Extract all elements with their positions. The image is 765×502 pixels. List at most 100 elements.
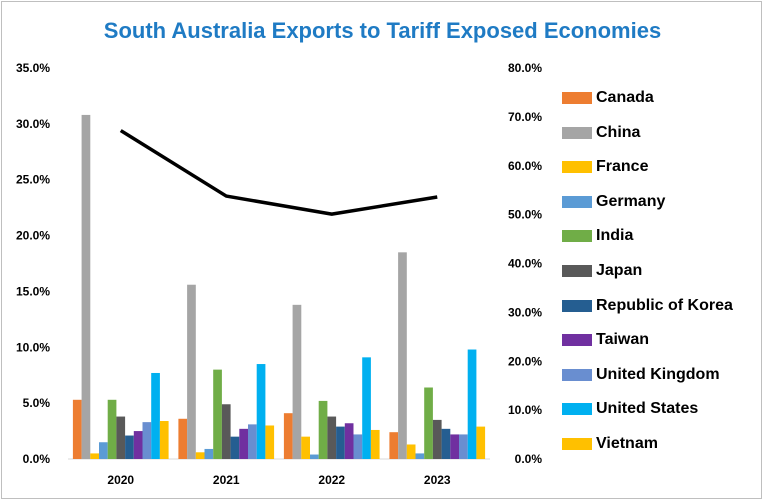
legend-item: India (562, 226, 633, 246)
legend-item: Vietnam (562, 434, 658, 454)
legend-swatch (562, 438, 592, 450)
x-tick-label: 2023 (424, 473, 451, 487)
bar-germany-2020 (99, 442, 108, 459)
legend-item: United States (562, 399, 698, 419)
legend-label: India (596, 227, 634, 245)
x-tick-label: 2020 (107, 473, 134, 487)
bar-taiwan-2021 (239, 428, 248, 459)
bar-vietnam-2020 (159, 421, 169, 459)
bar-france-2022 (301, 436, 310, 459)
legend-item: Canada (562, 88, 654, 108)
legend-label: Japan (596, 262, 643, 279)
bar-china-2020 (81, 114, 91, 460)
legend-label: China (596, 123, 641, 141)
legend-item: China (562, 123, 640, 143)
legend-label: United States (596, 400, 699, 418)
bar-france-2023 (406, 444, 416, 459)
legend-label: Taiwan (596, 331, 650, 349)
bar-united-kingdom-2023 (459, 434, 468, 459)
bar-germany-2021 (204, 448, 214, 459)
bar-china-2022 (292, 304, 302, 459)
bar-united-states-2023 (467, 349, 477, 459)
bar-republic-of-korea-2021 (230, 436, 240, 459)
y-right-tick-label: 10.0% (508, 403, 542, 417)
legend-swatch (562, 230, 592, 243)
legend-swatch (562, 334, 592, 347)
bar-canada-2022 (283, 413, 293, 459)
y-left-tick-label: 0.0% (23, 452, 51, 466)
bar-canada-2021 (178, 418, 188, 459)
bar-france-2020 (90, 453, 99, 459)
y-right-tick-label: 50.0% (508, 208, 542, 222)
bar-germany-2022 (310, 454, 319, 459)
bar-india-2023 (424, 387, 433, 459)
bar-france-2021 (195, 452, 205, 459)
x-tick-label: 2022 (318, 473, 345, 487)
bar-germany-2023 (415, 453, 425, 459)
y-right-tick-label: 80.0% (508, 61, 542, 75)
bar-canada-2023 (389, 432, 399, 459)
y-left-tick-label: 35.0% (16, 61, 50, 75)
bar-india-2021 (213, 369, 222, 459)
bar-republic-of-korea-2022 (336, 426, 345, 459)
y-left-tick-label: 25.0% (16, 173, 50, 187)
bar-china-2023 (398, 252, 407, 459)
legend-label: France (596, 158, 649, 176)
y-left-tick-label: 20.0% (16, 229, 50, 243)
bar-republic-of-korea-2023 (441, 428, 451, 459)
bar-vietnam-2023 (476, 426, 486, 459)
bar-united-states-2020 (151, 372, 160, 459)
legend-label: United Kingdom (596, 365, 720, 383)
bar-india-2022 (318, 400, 328, 459)
legend-swatch (562, 92, 592, 104)
bar-taiwan-2020 (133, 431, 143, 459)
bar-japan-2023 (432, 419, 442, 459)
legend-swatch (562, 126, 592, 139)
bar-vietnam-2022 (370, 429, 380, 459)
bar-china-2021 (187, 284, 196, 459)
y-right-tick-label: 0.0% (515, 452, 543, 466)
legend-item: Taiwan (562, 330, 649, 350)
bar-canada-2020 (72, 399, 82, 459)
x-tick-label: 2021 (213, 473, 240, 487)
legend-swatch (562, 403, 592, 416)
legend-item: France (562, 157, 648, 177)
y-right-tick-label: 60.0% (508, 159, 542, 173)
legend-label: Republic of Korea (596, 296, 733, 314)
legend-item: Republic of Korea (562, 296, 733, 316)
bar-united-kingdom-2021 (248, 424, 257, 459)
legend-item: Germany (562, 192, 665, 212)
legend-swatch (562, 299, 592, 312)
legend-swatch (562, 161, 592, 174)
legend-swatch (562, 265, 592, 277)
y-left-tick-label: 30.0% (16, 117, 50, 131)
bar-taiwan-2022 (344, 423, 354, 459)
legend-item: United Kingdom (562, 365, 720, 385)
legend-label: Canada (596, 89, 654, 106)
y-left-tick-label: 15.0% (16, 284, 50, 298)
bar-japan-2021 (221, 404, 231, 459)
y-right-tick-label: 20.0% (508, 354, 542, 368)
bar-india-2020 (107, 399, 117, 459)
y-left-tick-label: 5.0% (23, 396, 51, 410)
legend-swatch (562, 368, 592, 381)
legend-label: Vietnam (596, 435, 658, 452)
line-series (119, 129, 438, 216)
bar-taiwan-2023 (450, 434, 459, 459)
legend-item: Japan (562, 261, 642, 281)
y-right-tick-label: 30.0% (508, 305, 542, 319)
legend-swatch (562, 195, 592, 208)
legend-label: Germany (596, 192, 666, 210)
bar-japan-2022 (327, 416, 337, 459)
bar-vietnam-2021 (265, 425, 275, 459)
y-right-tick-label: 70.0% (508, 110, 542, 124)
chart-title: South Australia Exports to Tariff Expose… (103, 18, 662, 43)
bar-united-states-2021 (256, 364, 266, 459)
bar-united-states-2022 (362, 357, 371, 459)
bar-united-kingdom-2020 (142, 422, 152, 459)
bar-united-kingdom-2022 (353, 434, 363, 459)
bar-japan-2020 (116, 416, 126, 459)
bar-republic-of-korea-2020 (125, 435, 134, 459)
